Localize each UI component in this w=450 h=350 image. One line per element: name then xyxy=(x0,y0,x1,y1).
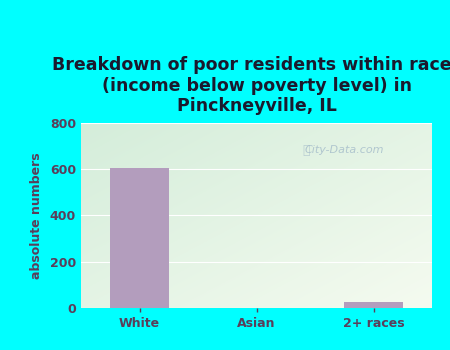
Text: Ⓢ: Ⓢ xyxy=(302,144,310,157)
Bar xyxy=(344,302,403,308)
Y-axis label: absolute numbers: absolute numbers xyxy=(30,152,43,279)
Text: City-Data.com: City-Data.com xyxy=(305,145,384,155)
Title: Breakdown of poor residents within races
(income below poverty level) in
Pinckne: Breakdown of poor residents within races… xyxy=(51,56,450,116)
Bar xyxy=(110,168,169,308)
